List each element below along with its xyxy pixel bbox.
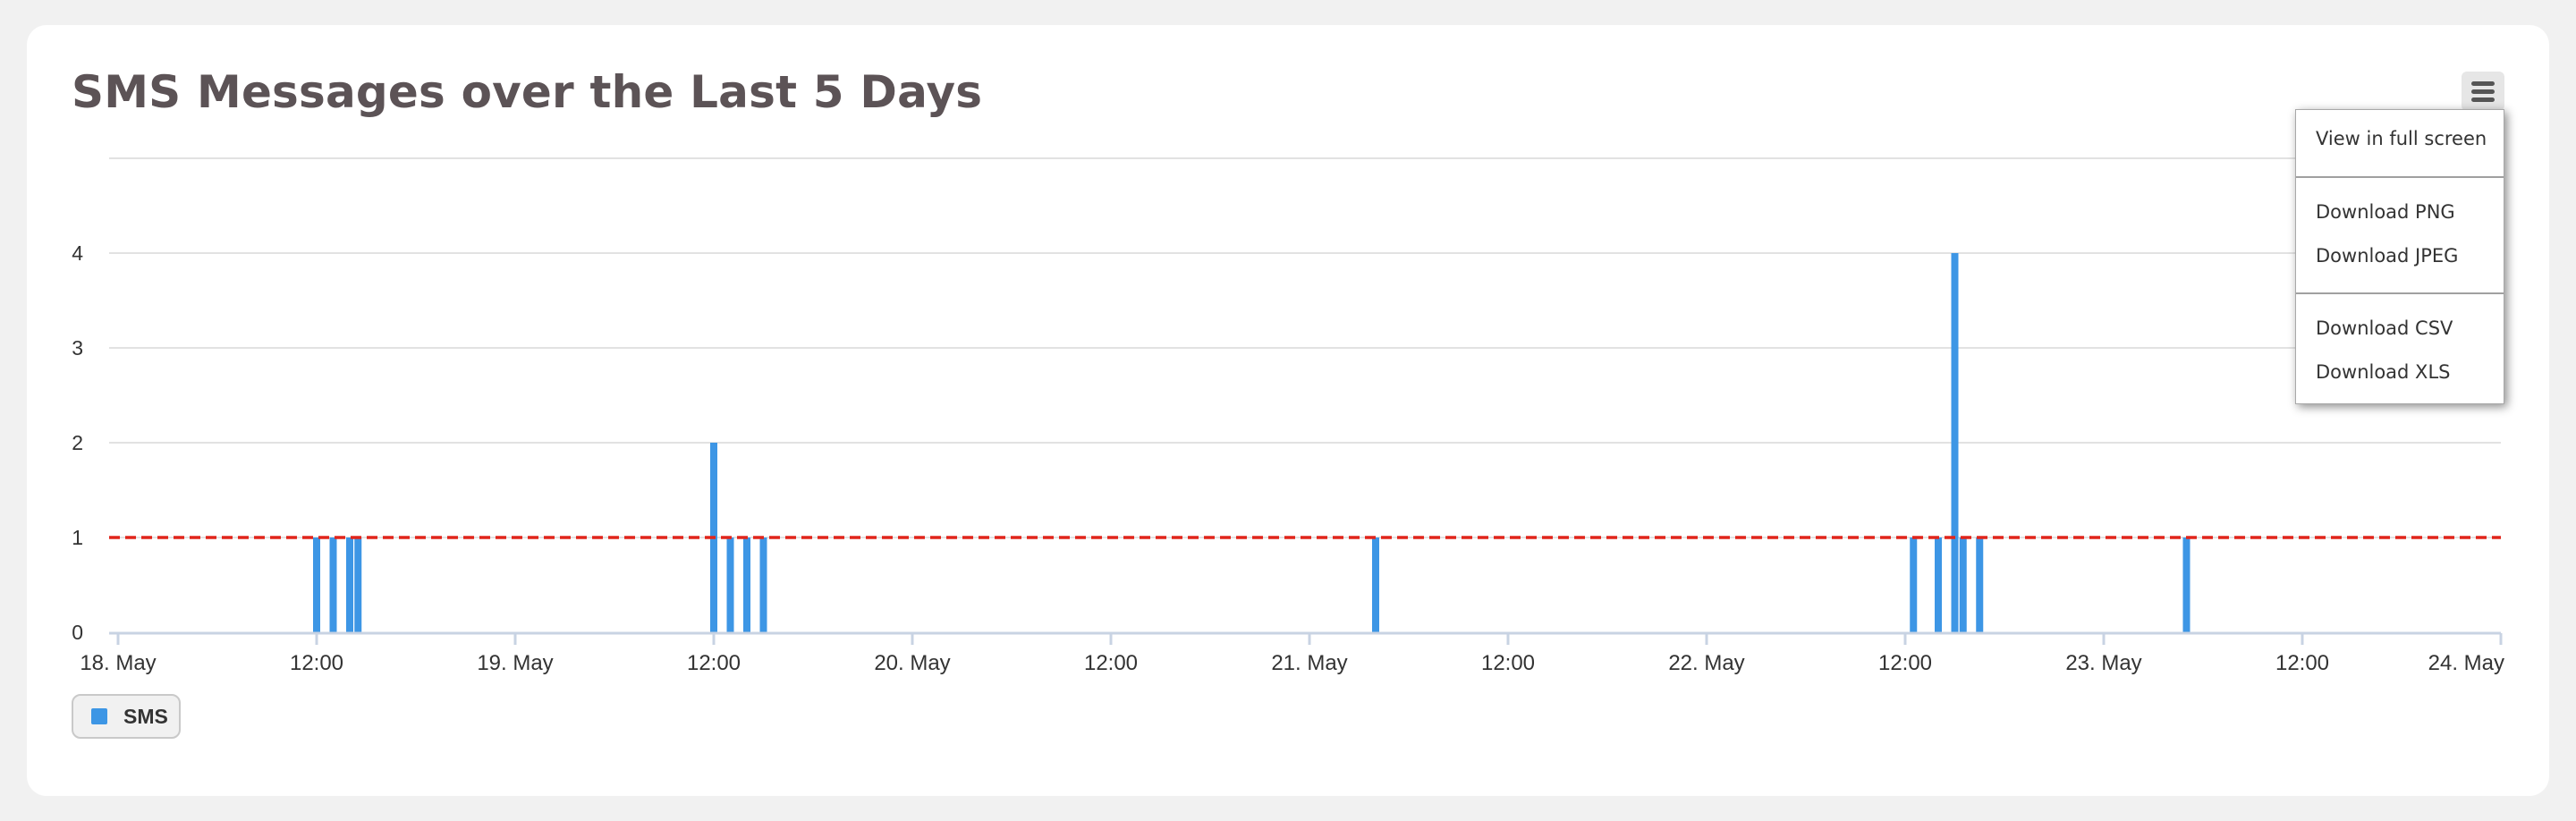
y-tick-label: 1 [72, 526, 83, 549]
data-bar [743, 537, 750, 632]
data-bar [329, 537, 337, 632]
x-tick-label: 12:00 [2275, 651, 2329, 675]
hamburger-menu-icon[interactable] [2462, 72, 2504, 111]
x-axis: 18. May 12:00 19. May 12:00 20. May 12:00 21. … [80, 631, 2504, 675]
data-bar [1959, 537, 1967, 632]
y-tick-label: 2 [72, 431, 83, 454]
legend-item-sms[interactable]: SMS [72, 694, 181, 739]
data-bar [354, 537, 362, 632]
data-bar [1910, 537, 1918, 632]
data-bar [1935, 537, 1942, 632]
data-bar [1372, 537, 1379, 632]
y-axis-tick-labels: 0 1 2 3 4 [72, 241, 83, 644]
menu-separator [2296, 176, 2504, 178]
x-tick-label: 21. May [1271, 651, 1347, 675]
x-tick-label: 22. May [1668, 651, 1744, 675]
chart-title: SMS Messages over the Last 5 Days [72, 66, 983, 118]
y-tick-label: 0 [72, 621, 83, 644]
x-tick-label: 18. May [80, 651, 156, 675]
y-tick-label: 3 [72, 336, 83, 360]
data-bar [759, 537, 767, 632]
data-bar [313, 537, 320, 632]
data-bar [346, 537, 353, 632]
x-tick-label: 12:00 [1481, 651, 1535, 675]
legend-label: SMS [123, 704, 168, 728]
data-bar [726, 537, 734, 632]
chart-card [27, 25, 2549, 796]
x-tick-label: 23. May [2065, 651, 2141, 675]
export-menu: View in full screen Download PNG Downloa… [2295, 109, 2504, 404]
x-tick-label: 12:00 [687, 651, 741, 675]
x-tick-label: 12:00 [1878, 651, 1932, 675]
menu-item-download-xls[interactable]: Download XLS [2316, 361, 2451, 383]
y-tick-label: 4 [72, 241, 83, 265]
x-tick-label: 12:00 [290, 651, 343, 675]
menu-item-download-png[interactable]: Download PNG [2316, 201, 2455, 223]
data-bar [1951, 253, 1959, 632]
x-tick-label: 12:00 [1084, 651, 1138, 675]
x-tick-label: 20. May [874, 651, 950, 675]
data-bar [2182, 537, 2190, 632]
data-bar [1976, 537, 1984, 632]
menu-item-download-csv[interactable]: Download CSV [2316, 317, 2453, 339]
x-tick-label: 24. May [2428, 651, 2504, 675]
menu-item-download-jpeg[interactable]: Download JPEG [2316, 245, 2459, 267]
grid-lines [109, 157, 2501, 538]
x-tick-label: 19. May [477, 651, 553, 675]
legend-swatch [91, 708, 107, 724]
menu-item-view-full-screen[interactable]: View in full screen [2316, 128, 2487, 149]
menu-separator [2296, 292, 2504, 294]
